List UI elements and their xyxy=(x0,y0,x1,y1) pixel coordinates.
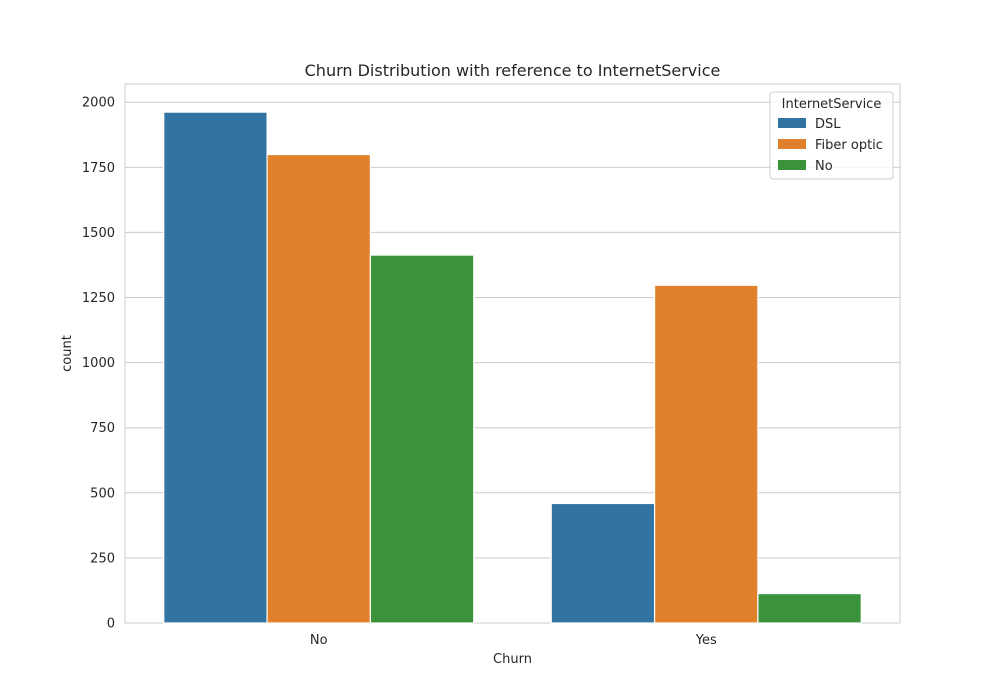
bar-no-no xyxy=(369,254,475,624)
bar-no-yes xyxy=(757,592,862,624)
x-tick-label: No xyxy=(310,633,328,648)
y-tick-label: 0 xyxy=(107,617,115,632)
bar-dsl-yes xyxy=(550,502,656,624)
legend: InternetService DSL Fiber optic No xyxy=(769,91,894,180)
y-tick-label: 1250 xyxy=(82,291,115,306)
y-tick-label: 250 xyxy=(90,551,115,566)
x-ticks: No Yes xyxy=(310,633,717,648)
legend-swatch xyxy=(778,118,806,128)
y-tick-label: 2000 xyxy=(82,96,115,111)
y-axis-label: count xyxy=(60,335,75,372)
legend-label: No xyxy=(815,159,833,174)
legend-label: DSL xyxy=(815,117,841,132)
y-tick-label: 750 xyxy=(90,421,115,436)
y-tick-label: 1500 xyxy=(82,226,115,241)
bars xyxy=(163,111,862,624)
chart-title: Churn Distribution with reference to Int… xyxy=(305,61,721,80)
x-axis-label: Churn xyxy=(493,652,532,667)
x-tick-label: Yes xyxy=(695,633,717,648)
legend-box xyxy=(769,91,894,180)
y-tick-label: 500 xyxy=(90,486,115,501)
y-ticks: 0 250 500 750 1000 1250 1500 1750 2000 xyxy=(82,96,115,632)
legend-swatch xyxy=(778,139,806,149)
legend-swatch xyxy=(778,160,806,170)
bar-fiber-optic-no xyxy=(266,153,372,624)
legend-title: InternetService xyxy=(782,97,882,112)
bar-fiber-optic-yes xyxy=(653,284,759,624)
y-tick-label: 1750 xyxy=(82,161,115,176)
legend-items: DSL Fiber optic No xyxy=(778,117,883,174)
y-tick-label: 1000 xyxy=(82,356,115,371)
bar-dsl-no xyxy=(163,111,268,624)
legend-label: Fiber optic xyxy=(815,138,883,153)
